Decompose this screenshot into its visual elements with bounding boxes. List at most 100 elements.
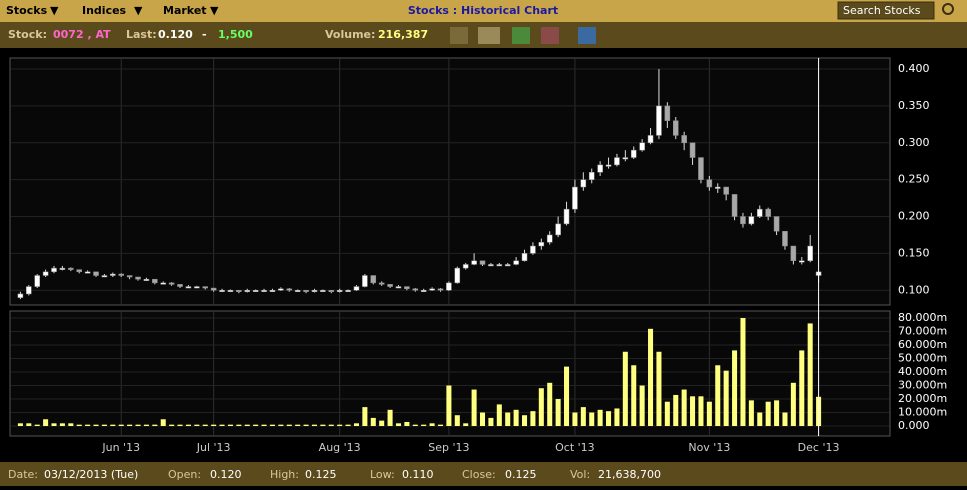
volume-bar <box>606 411 612 427</box>
y-tick-label: 80.000m <box>898 311 947 324</box>
candle-body <box>51 267 57 273</box>
tool-button[interactable] <box>512 27 530 44</box>
candle-body <box>605 164 612 167</box>
y-tick-label: 0.150 <box>898 246 930 259</box>
volume-bar <box>723 370 729 427</box>
candle-body <box>202 286 209 289</box>
candle-body <box>639 142 645 151</box>
candle-body <box>555 223 561 236</box>
label: Open: <box>168 468 201 481</box>
candle-body <box>185 286 192 289</box>
tool-button[interactable] <box>578 27 596 44</box>
candle-body <box>681 135 687 144</box>
candle-body <box>689 142 696 158</box>
menu-arrow: ▼ <box>210 4 219 17</box>
price-panel <box>9 57 891 306</box>
candle-body <box>336 290 343 293</box>
volume-bar <box>807 323 813 427</box>
candle-body <box>723 186 729 195</box>
status-value: 0.125 <box>305 468 337 481</box>
candle-body <box>395 286 402 289</box>
page-title: Stocks : Historical Chart <box>408 4 558 17</box>
volume-bar <box>521 415 528 427</box>
candle-body <box>59 267 66 270</box>
tool-button[interactable] <box>541 27 559 44</box>
stock-code: 0072 , AT <box>53 28 111 41</box>
tool-button[interactable] <box>450 27 468 44</box>
candle-body <box>328 290 335 293</box>
volume-bar <box>244 424 250 427</box>
volume-bar <box>110 424 116 427</box>
volume-bar <box>379 420 385 427</box>
volume-bar <box>765 401 771 427</box>
volume-bar <box>169 424 175 427</box>
volume-bar <box>496 404 502 427</box>
volume-bar <box>446 385 452 427</box>
status-value: 0.120 <box>210 468 242 481</box>
y-tick-label: 0.100 <box>898 283 930 296</box>
volume-bar <box>614 408 620 427</box>
candle-body <box>219 290 225 293</box>
candle-body <box>799 260 805 263</box>
volume-bar <box>362 407 368 427</box>
candle-body <box>101 275 108 278</box>
candle-body <box>446 282 452 291</box>
volume-bar <box>337 424 343 427</box>
menu[interactable]: Indices <box>82 4 127 17</box>
menu[interactable]: Market <box>163 4 207 17</box>
candle-body <box>496 264 503 267</box>
search-icon[interactable] <box>942 3 954 15</box>
volume-bar <box>555 399 561 427</box>
volume-bar <box>538 388 544 427</box>
candle-body <box>362 275 368 287</box>
volume-bar <box>740 318 746 427</box>
candle-body <box>93 271 99 276</box>
candle-body <box>110 273 116 276</box>
candle-body <box>614 157 620 166</box>
volume-bar <box>463 423 469 427</box>
label: Volume: <box>325 28 375 41</box>
candle-body <box>303 290 309 293</box>
y-tick-label: 0.400 <box>898 62 930 75</box>
volume-bar <box>185 424 191 427</box>
x-tick-label: Sep '13 <box>428 441 469 454</box>
candle-body <box>479 260 486 265</box>
volume-bar <box>227 424 233 427</box>
volume-bar <box>278 424 284 427</box>
volume-bar <box>303 424 309 427</box>
volume-bar <box>429 423 435 427</box>
menu[interactable]: Stocks <box>6 4 48 17</box>
candle-body <box>437 288 444 291</box>
candle-body <box>244 290 251 293</box>
volume-bar <box>530 411 536 427</box>
candle-body <box>76 269 82 273</box>
candle-body <box>740 216 746 225</box>
volume-bar <box>345 424 351 427</box>
volume-bar <box>93 424 99 427</box>
candle-body <box>790 245 797 262</box>
y-tick-label: 10.000m <box>898 406 947 419</box>
volume-bar <box>412 424 418 427</box>
status-bar <box>0 462 967 486</box>
volume-bar <box>404 421 410 427</box>
y-tick-label: 0.000 <box>898 419 930 432</box>
volume-bar <box>790 382 796 427</box>
search-box[interactable] <box>837 1 935 20</box>
candle-body <box>17 293 24 298</box>
y-tick-label: 0.250 <box>898 173 930 186</box>
candle-body <box>118 273 124 276</box>
y-tick-label: 20.000m <box>898 392 947 405</box>
candle-body <box>580 179 587 188</box>
volume-bar <box>34 424 40 427</box>
candle-body <box>387 284 393 287</box>
volume-bar <box>261 424 267 427</box>
candle-body <box>513 260 519 265</box>
last-volume: 1,500 <box>218 28 253 41</box>
candle-body <box>597 164 603 173</box>
candle-body <box>42 271 49 276</box>
candle-body <box>773 216 780 232</box>
candle-body <box>286 288 293 291</box>
volume-bar <box>387 409 393 427</box>
tool-button[interactable] <box>478 27 500 44</box>
